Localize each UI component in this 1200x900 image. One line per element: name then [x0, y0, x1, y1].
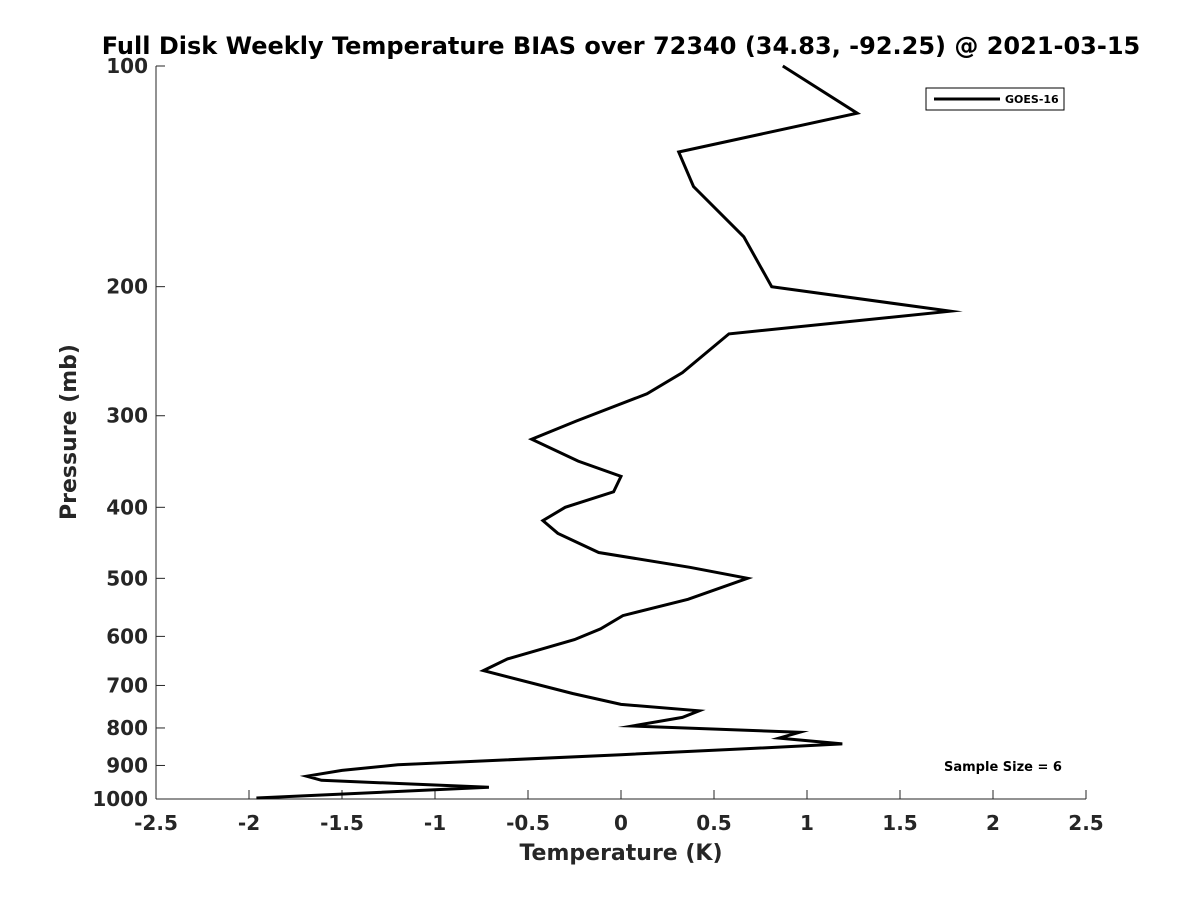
y-tick-label: 100	[106, 54, 148, 78]
legend-label-goes-16: GOES-16	[1005, 93, 1059, 106]
legend: GOES-16	[925, 87, 1065, 111]
x-tick-label: -2	[238, 811, 260, 835]
y-tick-label: 800	[106, 716, 148, 740]
x-tick-label: -1	[424, 811, 446, 835]
y-tick-label: 600	[106, 624, 148, 648]
x-tick-label: -1.5	[320, 811, 364, 835]
y-axis-title: Pressure (mb)	[57, 344, 82, 520]
y-tick-label: 200	[106, 275, 148, 299]
x-tick-label: 2	[986, 811, 1000, 835]
x-tick-label: -2.5	[134, 811, 178, 835]
chart-title: Full Disk Weekly Temperature BIAS over 7…	[102, 32, 1141, 60]
series-group	[256, 64, 963, 800]
y-tick-label: 1000	[92, 787, 148, 811]
y-tick-label: 500	[106, 566, 148, 590]
x-tick-label: -0.5	[506, 811, 550, 835]
x-tick-label: 1.5	[882, 811, 917, 835]
y-tick-label: 700	[106, 673, 148, 697]
x-axis-title: Temperature (K)	[519, 841, 722, 866]
x-tick-label: 0	[614, 811, 628, 835]
series-line-goes-16	[256, 64, 963, 800]
tick-group: -2.5 -2 -1.5 -1 -0.5 0 0.5 1 1.5 2 2.5 100 200 300 400…	[92, 54, 1103, 835]
y-tick-label: 300	[106, 404, 148, 428]
y-tick-label: 900	[106, 753, 148, 777]
x-tick-label: 2.5	[1068, 811, 1103, 835]
sample-size-annotation: Sample Size = 6	[944, 760, 1062, 775]
y-tick-label: 400	[106, 495, 148, 519]
x-tick-label: 0.5	[696, 811, 731, 835]
x-tick-label: 1	[800, 811, 814, 835]
